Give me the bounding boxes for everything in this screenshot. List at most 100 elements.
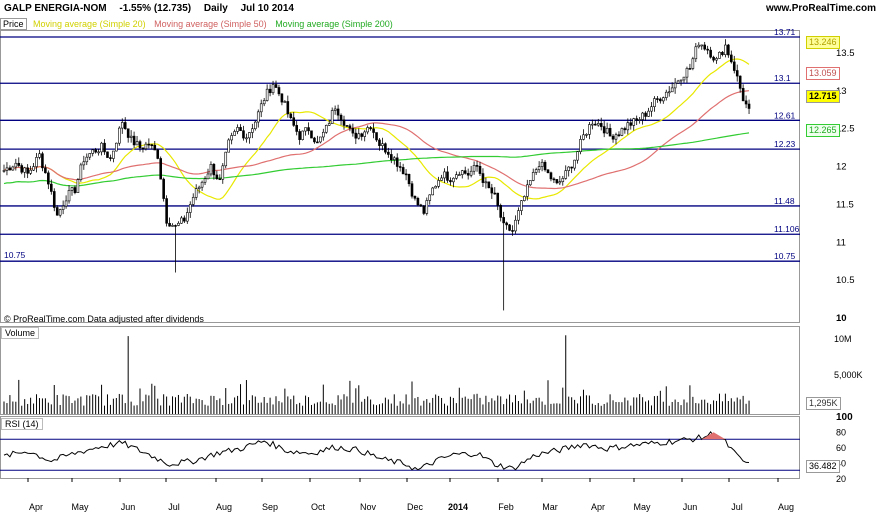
candle-body-209 xyxy=(620,128,624,136)
candle-body-174 xyxy=(517,210,520,221)
candle-body-193 xyxy=(573,159,576,169)
candle-body-43 xyxy=(129,135,133,138)
candle-body-252 xyxy=(747,103,751,109)
candle-body-63 xyxy=(188,204,192,213)
x-label-13: May xyxy=(633,502,651,512)
candle-body-51 xyxy=(153,144,157,151)
price-change: -1.55% (12.735) xyxy=(119,3,192,14)
candle-body-229 xyxy=(679,79,683,82)
candle-body-9 xyxy=(29,169,32,174)
candle-body-152 xyxy=(452,177,455,183)
x-label-11: Mar xyxy=(542,502,558,512)
candle-body-67 xyxy=(200,181,204,188)
chart-legend: Price Moving average (Simple 20) Moving … xyxy=(0,18,397,30)
candle-body-133 xyxy=(395,157,399,167)
candle-body-184 xyxy=(546,169,550,174)
x-label-5: Sep xyxy=(262,502,278,512)
candle-body-90 xyxy=(268,88,272,94)
candle-body-25 xyxy=(76,179,80,193)
candle-body-222 xyxy=(659,98,662,102)
candle-body-41 xyxy=(123,122,127,130)
price-tick-3: 12 xyxy=(836,162,847,173)
candle-body-76 xyxy=(227,139,230,153)
candle-body-158 xyxy=(469,170,473,176)
candle-body-130 xyxy=(387,151,390,155)
legend-ma200[interactable]: Moving average (Simple 200) xyxy=(275,19,393,29)
candle-body-225 xyxy=(667,91,671,94)
candle-body-16 xyxy=(50,183,53,192)
candle-body-112 xyxy=(333,108,337,111)
candle-body-24 xyxy=(73,187,77,193)
candle-body-228 xyxy=(676,80,680,84)
candle-body-115 xyxy=(342,119,346,126)
candle-body-242 xyxy=(718,51,721,59)
volume-pane-label[interactable]: Volume xyxy=(1,327,40,339)
candle-body-33 xyxy=(100,142,103,153)
candle-body-89 xyxy=(265,88,269,101)
ma20-line xyxy=(3,58,750,200)
candle-body-77 xyxy=(230,135,233,141)
candle-body-216 xyxy=(641,112,644,120)
candle-body-94 xyxy=(280,93,284,103)
candle-body-46 xyxy=(138,141,142,149)
pane-frame-2 xyxy=(0,416,800,479)
candle-body-186 xyxy=(552,178,556,181)
candle-body-55 xyxy=(165,198,168,224)
candle-body-143 xyxy=(425,200,429,214)
site-link[interactable]: www.ProRealTime.com xyxy=(765,3,876,14)
candle-body-206 xyxy=(611,135,615,140)
candle-body-106 xyxy=(316,141,319,144)
candle-body-231 xyxy=(685,68,689,78)
x-label-8: Dec xyxy=(407,502,424,512)
candle-body-50 xyxy=(150,144,154,147)
candle-body-185 xyxy=(549,172,553,180)
candle-body-194 xyxy=(576,151,579,161)
candle-body-148 xyxy=(440,177,443,181)
candle-body-92 xyxy=(274,84,278,88)
candle-body-31 xyxy=(94,149,97,153)
pane-frames xyxy=(0,30,800,479)
candle-body-79 xyxy=(236,127,239,132)
candle-body-11 xyxy=(35,157,38,167)
candle-body-226 xyxy=(670,87,674,93)
candle-body-129 xyxy=(384,143,387,153)
candle-body-105 xyxy=(313,137,316,143)
candle-body-183 xyxy=(543,161,547,171)
moving-averages xyxy=(3,58,750,200)
pane-frame-1 xyxy=(0,326,800,415)
period: Daily xyxy=(203,3,228,14)
ma50-last-value: 13.059 xyxy=(806,67,840,80)
x-label-12: Apr xyxy=(591,502,605,512)
rsi-tick-2: 60 xyxy=(836,443,846,453)
candle-body-167 xyxy=(496,192,500,206)
volume-tick-1: 5,000K xyxy=(834,370,863,380)
candle-body-162 xyxy=(481,173,485,183)
legend-ma20[interactable]: Moving average (Simple 20) xyxy=(33,19,146,29)
candle-body-136 xyxy=(404,173,408,176)
candle-body-49 xyxy=(147,143,151,146)
candle-body-116 xyxy=(345,125,349,127)
x-label-2: Jun xyxy=(121,502,136,512)
candle-body-96 xyxy=(286,101,290,115)
candle-body-91 xyxy=(271,84,275,94)
rsi-pane-label[interactable]: RSI (14) xyxy=(1,418,43,430)
candle-body-4 xyxy=(14,162,18,168)
hline-label-6: 10.75 xyxy=(774,251,796,261)
candle-body-108 xyxy=(322,131,325,138)
candle-body-214 xyxy=(635,118,638,121)
candle-body-40 xyxy=(120,122,124,129)
candle-body-122 xyxy=(363,131,366,137)
candle-body-57 xyxy=(171,225,174,227)
price-tick-0: 13.5 xyxy=(836,48,855,59)
candle-body-221 xyxy=(656,98,659,100)
candle-body-29 xyxy=(88,153,92,158)
volume-tick-0: 10M xyxy=(834,334,852,344)
legend-price[interactable]: Price xyxy=(0,18,27,30)
legend-ma50[interactable]: Moving average (Simple 50) xyxy=(154,19,267,29)
candle-body-70 xyxy=(209,164,213,175)
candle-body-243 xyxy=(721,51,724,55)
candle-body-45 xyxy=(135,141,139,146)
candle-body-201 xyxy=(596,123,600,126)
candle-body-197 xyxy=(585,134,588,136)
candle-body-74 xyxy=(221,165,225,180)
